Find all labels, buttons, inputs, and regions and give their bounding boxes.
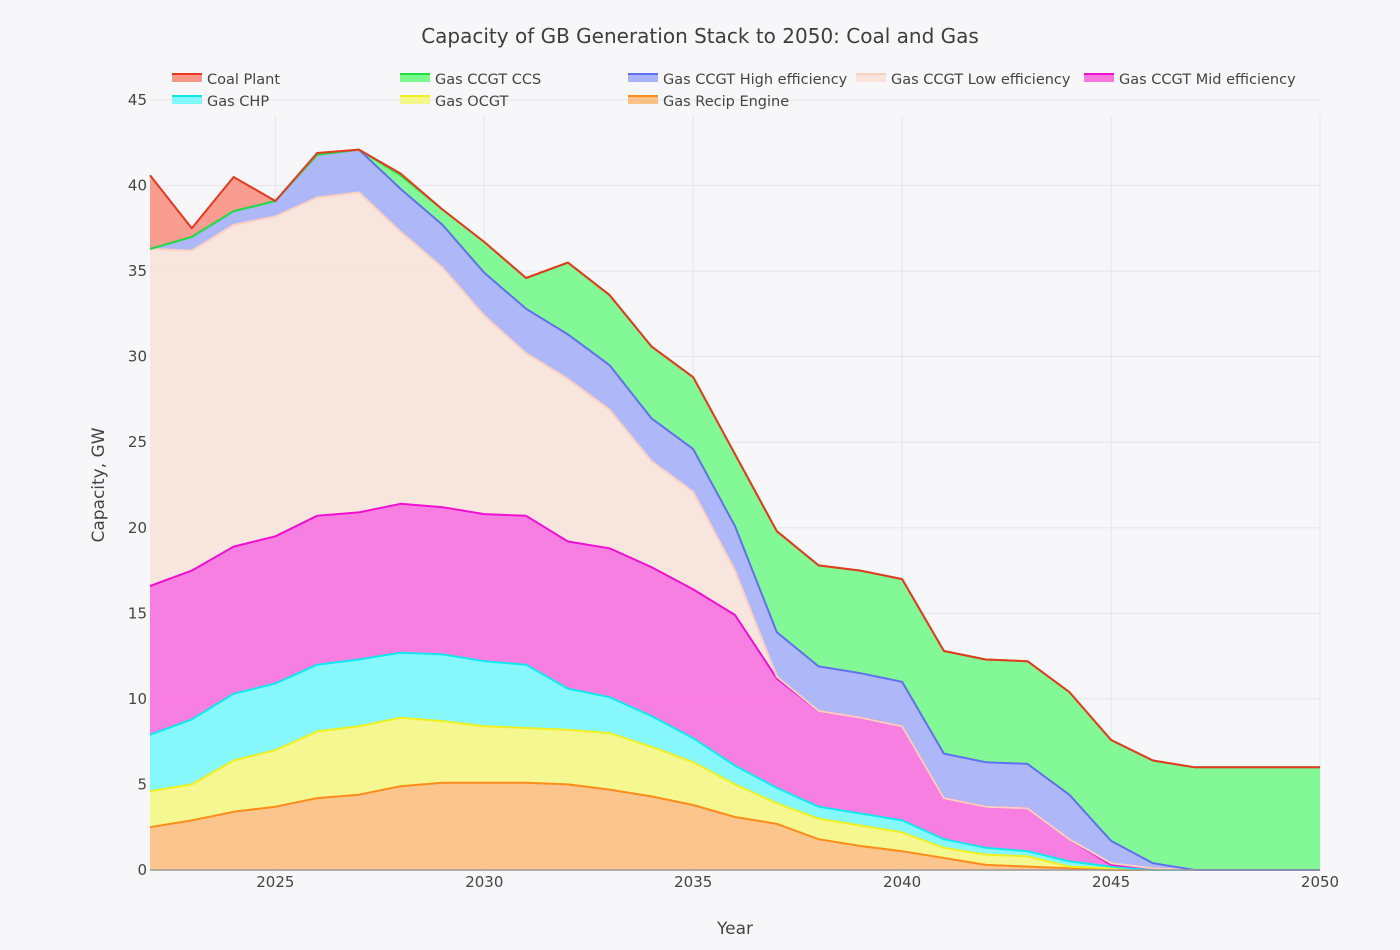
area-gas-recip-engine <box>150 782 1320 870</box>
legend-label: Gas CHP <box>207 94 269 110</box>
y-tick-label: 5 <box>137 775 147 793</box>
legend-item-gas-ccgt-high-efficiency[interactable]: Gas CCGT High efficiency <box>628 72 848 88</box>
y-tick-label: 20 <box>128 519 147 537</box>
y-tick-label: 40 <box>128 177 147 195</box>
legend-label: Gas OCGT <box>435 94 509 110</box>
x-tick-label: 2040 <box>883 873 921 891</box>
x-tick-label: 2025 <box>256 873 294 891</box>
legend-swatch <box>400 73 430 82</box>
line-gas-ccgt-mid-efficiency <box>149 502 1320 871</box>
x-tick-label: 2035 <box>674 873 712 891</box>
x-tick-label: 2045 <box>1092 873 1130 891</box>
y-tick-label: 35 <box>128 262 147 280</box>
x-axis-title: Year <box>716 919 753 939</box>
y-tick-label: 15 <box>128 604 147 622</box>
y-axis-title: Capacity, GW <box>89 427 109 542</box>
legend-label: Coal Plant <box>207 72 280 88</box>
legend-item-gas-ccgt-ccs[interactable]: Gas CCGT CCS <box>400 72 541 88</box>
y-tick-label: 10 <box>128 690 147 708</box>
legend-label: Gas CCGT High efficiency <box>663 72 848 88</box>
plot-lines <box>149 148 1320 871</box>
legend-label: Gas CCGT CCS <box>435 72 541 88</box>
area-gas-ccgt-mid-efficiency <box>150 503 1320 870</box>
legend-swatch <box>628 95 658 104</box>
legend-swatch <box>172 95 202 104</box>
x-tick-label: 2030 <box>465 873 503 891</box>
x-ticks: 2025 2030 2035 2040 2045 2050 <box>256 873 1339 891</box>
legend-label: Gas CCGT Low efficiency <box>891 72 1071 88</box>
legend-swatch <box>172 73 202 82</box>
legend-item-coal-plant[interactable]: Coal Plant <box>172 72 280 88</box>
legend-swatch <box>1084 73 1114 82</box>
area-gas-ccgt-low-efficiency <box>150 192 1320 870</box>
line-gas-ocgt <box>149 716 1320 871</box>
area-gas-ocgt <box>150 717 1320 870</box>
y-tick-label: 45 <box>128 91 147 109</box>
legend-label: Gas CCGT Mid efficiency <box>1119 72 1296 88</box>
area-gas-ccgt-ccs <box>150 149 1320 871</box>
area-gas-chp <box>150 652 1320 870</box>
legend-item-gas-ocgt[interactable]: Gas OCGT <box>400 94 509 110</box>
y-tick-label: 0 <box>137 861 147 879</box>
legend-item-gas-chp[interactable]: Gas CHP <box>172 94 269 110</box>
line-gas-ccgt-low-efficiency <box>149 191 1320 871</box>
line-coal-plant <box>149 148 1320 769</box>
legend-item-gas-ccgt-low-efficiency[interactable]: Gas CCGT Low efficiency <box>856 72 1071 88</box>
legend-item-gas-ccgt-mid-efficiency[interactable]: Gas CCGT Mid efficiency <box>1084 72 1296 88</box>
legend-label: Gas Recip Engine <box>663 94 789 110</box>
chart-title: Capacity of GB Generation Stack to 2050:… <box>421 24 979 48</box>
y-tick-label: 25 <box>128 433 147 451</box>
y-ticks: 0 5 10 15 20 25 30 35 40 45 <box>128 91 147 879</box>
legend-item-gas-recip-engine[interactable]: Gas Recip Engine <box>628 94 789 110</box>
legend: Coal Plant Gas CCGT CCS Gas CCGT High effi… <box>172 72 1296 110</box>
line-gas-chp <box>149 651 1320 871</box>
plot-areas <box>150 149 1320 871</box>
legend-swatch <box>628 73 658 82</box>
legend-swatch <box>400 95 430 104</box>
y-tick-label: 30 <box>128 348 147 366</box>
legend-swatch <box>856 73 886 82</box>
x-tick-label: 2050 <box>1301 873 1339 891</box>
